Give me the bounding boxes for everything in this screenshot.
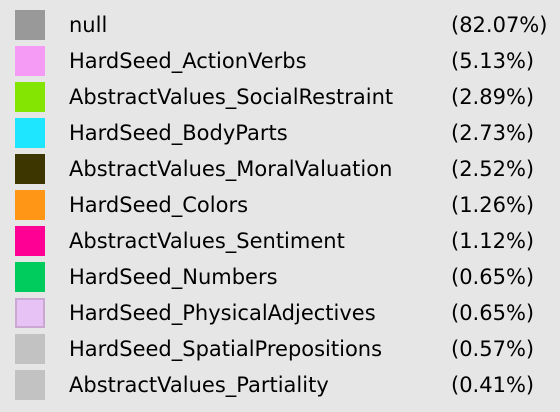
color-swatch	[15, 82, 45, 112]
color-swatch	[15, 154, 45, 184]
legend-percent: (5.13%)	[451, 49, 535, 73]
legend-label: AbstractValues_MoralValuation	[69, 157, 393, 181]
color-swatch	[15, 118, 45, 148]
legend-row-hardseed-actionverbs: HardSeed_ActionVerbs (5.13%)	[0, 46, 560, 82]
legend-label: HardSeed_SpatialPrepositions	[69, 337, 383, 361]
legend-percent: (82.07%)	[451, 13, 548, 37]
color-swatch	[15, 298, 45, 328]
legend-label: HardSeed_Numbers	[69, 265, 278, 289]
legend-percent: (2.73%)	[451, 121, 535, 145]
color-swatch	[15, 370, 45, 400]
legend-row-abstractvalues-moralvaluation: AbstractValues_MoralValuation (2.52%)	[0, 154, 560, 190]
legend-label: null	[69, 13, 108, 37]
color-swatch	[15, 262, 45, 292]
legend-label: AbstractValues_Partiality	[69, 373, 329, 397]
legend-percent: (1.12%)	[451, 229, 535, 253]
legend-label: HardSeed_Colors	[69, 193, 249, 217]
color-swatch	[15, 46, 45, 76]
legend-row-hardseed-spatialprepositions: HardSeed_SpatialPrepositions (0.57%)	[0, 334, 560, 370]
color-swatch	[15, 190, 45, 220]
legend-row-abstractvalues-socialrestraint: AbstractValues_SocialRestraint (2.89%)	[0, 82, 560, 118]
legend-percent: (0.65%)	[451, 301, 535, 325]
legend-percent: (2.52%)	[451, 157, 535, 181]
color-swatch	[15, 10, 45, 40]
legend-row-hardseed-physicaladjectives: HardSeed_PhysicalAdjectives (0.65%)	[0, 298, 560, 334]
legend-label: AbstractValues_SocialRestraint	[69, 85, 394, 109]
legend-row-abstractvalues-sentiment: AbstractValues_Sentiment (1.12%)	[0, 226, 560, 262]
color-swatch	[15, 334, 45, 364]
legend-label: HardSeed_PhysicalAdjectives	[69, 301, 376, 325]
legend-percent: (0.65%)	[451, 265, 535, 289]
legend-percent: (1.26%)	[451, 193, 535, 217]
legend-percent: (0.41%)	[451, 373, 535, 397]
color-swatch	[15, 226, 45, 256]
legend-row-hardseed-numbers: HardSeed_Numbers (0.65%)	[0, 262, 560, 298]
legend-label: HardSeed_BodyParts	[69, 121, 288, 145]
legend-row-abstractvalues-partiality: AbstractValues_Partiality (0.41%)	[0, 370, 560, 406]
legend-row-null: null (82.07%)	[0, 10, 560, 46]
legend-row-hardseed-bodyparts: HardSeed_BodyParts (2.73%)	[0, 118, 560, 154]
legend-label: AbstractValues_Sentiment	[69, 229, 345, 253]
legend-percent: (0.57%)	[451, 337, 535, 361]
legend-percent: (2.89%)	[451, 85, 535, 109]
legend-label: HardSeed_ActionVerbs	[69, 49, 307, 73]
category-legend: null (82.07%) HardSeed_ActionVerbs (5.13…	[0, 10, 560, 406]
legend-row-hardseed-colors: HardSeed_Colors (1.26%)	[0, 190, 560, 226]
